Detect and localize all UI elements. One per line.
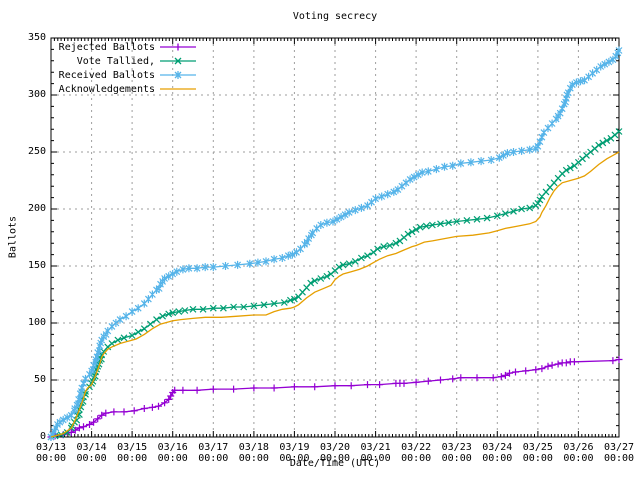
legend-item-rejected-ballots: Rejected Ballots (57, 40, 197, 54)
legend-label: Acknowledgements (58, 83, 155, 95)
y-tick-label: 0 (39, 431, 46, 442)
x-tick-label: 03/25 00:00 (522, 442, 553, 464)
legend: Rejected Ballots Vote Tallied, Received … (57, 40, 197, 96)
x-tick-label: 03/26 00:00 (563, 442, 594, 464)
x-tick-label: 03/14 00:00 (76, 442, 107, 464)
y-tick-label: 50 (33, 374, 46, 385)
x-tick-label: 03/19 00:00 (279, 442, 310, 464)
y-tick-label: 200 (27, 203, 46, 214)
x-tick-label: 03/23 00:00 (441, 442, 472, 464)
y-axis-title: Ballots (7, 215, 19, 259)
x-tick-label: 03/15 00:00 (117, 442, 148, 464)
x-tick-label: 03/20 00:00 (319, 442, 351, 464)
y-tick-label: 350 (27, 32, 46, 43)
chart-title: Voting secrecy (292, 11, 378, 22)
y-tick-label: 150 (27, 260, 46, 271)
legend-item-acknowledgements: Acknowledgements (57, 82, 197, 96)
legend-label: Rejected Ballots (58, 41, 155, 53)
x-tick-label: 03/18 00:00 (238, 442, 269, 464)
x-tick-label: 03/22 00:00 (401, 442, 432, 464)
x-tick-label: 03/13 00:00 (35, 442, 67, 464)
series-line-3 (50, 151, 620, 438)
x-tick-label: 03/16 00:00 (157, 442, 188, 464)
legend-line-sample (160, 57, 196, 65)
legend-label: Received Ballots (58, 69, 155, 81)
y-tick-label: 250 (27, 146, 46, 157)
x-tick-label: 03/24 00:00 (482, 442, 513, 464)
y-tick-label: 100 (27, 317, 46, 328)
legend-line-sample (160, 43, 196, 51)
legend-line-sample (160, 88, 196, 90)
gridlines (51, 38, 619, 437)
y-tick-label: 300 (27, 89, 46, 100)
x-tick-label: 03/27 00:00 (603, 442, 635, 464)
legend-label: Vote Tallied, (76, 55, 155, 67)
x-axis-title: Date/Time (UTC) (289, 458, 381, 469)
x-tick-label: 03/17 00:00 (198, 442, 229, 464)
x-tick-label: 03/21 00:00 (360, 442, 391, 464)
legend-item-received-ballots: Received Ballots (57, 68, 197, 82)
legend-item-vote-tallied: Vote Tallied, (57, 54, 197, 68)
legend-line-sample (160, 71, 196, 79)
